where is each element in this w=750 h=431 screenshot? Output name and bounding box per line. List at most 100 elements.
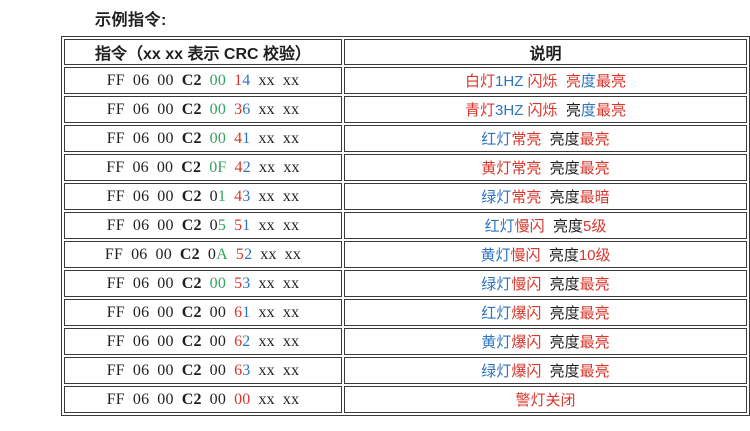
command-byte: C2 — [179, 245, 200, 263]
command-byte: 52 — [235, 245, 253, 263]
command-byte: 42 — [234, 158, 251, 176]
description-cell: 黄灯常亮 亮度最亮 — [344, 154, 747, 181]
table-header-row: 指令（xx xx 表示 CRC 校验） 说明 — [64, 39, 747, 65]
table-row: FF 06 00 C2 00 61 xx xx 红灯爆闪 亮度最亮 — [64, 299, 747, 326]
command-byte: FF — [106, 303, 125, 321]
command-byte: xx — [258, 361, 275, 379]
description-cell: 绿灯常亮 亮度最暗 — [344, 183, 747, 210]
command-byte: 00 — [209, 100, 227, 118]
command-byte: xx — [258, 303, 275, 321]
command-byte: xx — [283, 158, 300, 176]
command-byte: 06 — [132, 361, 150, 379]
command-byte: FF — [106, 390, 125, 408]
description-cell: 黄灯慢闪 亮度10级 — [344, 241, 747, 268]
command-byte: C2 — [181, 100, 202, 118]
table-row: FF 06 00 C2 01 43 xx xx 绿灯常亮 亮度最暗 — [64, 183, 747, 210]
command-byte: C2 — [181, 361, 202, 379]
command-byte: xx — [258, 71, 275, 89]
command-byte: xx — [258, 332, 275, 350]
table-row: FF 06 00 C2 00 53 xx xx 绿灯慢闪 亮度最亮 — [64, 270, 747, 297]
command-byte: xx — [282, 129, 300, 147]
command-byte: FF — [106, 332, 125, 350]
command-byte: xx — [258, 129, 275, 147]
command-cell: FF 06 00 C2 05 51 xx xx — [64, 212, 342, 239]
command-byte: FF — [104, 245, 124, 263]
command-byte: 06 — [132, 332, 150, 350]
command-byte: 06 — [132, 129, 150, 147]
command-byte: 06 — [132, 158, 149, 176]
command-byte: 36 — [234, 100, 251, 118]
command-byte: FF — [106, 274, 125, 292]
description-cell: 青灯3HZ 闪烁 亮度最亮 — [344, 96, 747, 123]
command-byte: FF — [106, 187, 125, 205]
command-byte: 00 — [209, 390, 227, 408]
command-byte: xx — [282, 216, 300, 234]
command-byte: 00 — [234, 390, 251, 408]
command-byte: xx — [282, 100, 300, 118]
command-byte: 0F — [209, 158, 227, 176]
description-cell: 黄灯爆闪 亮度最亮 — [344, 328, 747, 355]
command-byte: C2 — [181, 274, 202, 292]
command-cell: FF 06 00 C2 01 43 xx xx — [64, 183, 342, 210]
command-byte: C2 — [181, 71, 202, 89]
command-byte: 06 — [132, 187, 150, 205]
column-header-description: 说明 — [344, 39, 747, 65]
description-cell: 绿灯爆闪 亮度最亮 — [344, 357, 747, 384]
description-cell: 白灯1HZ 闪烁 亮度最亮 — [344, 67, 747, 94]
table-row: FF 06 00 C2 0F 42 xx xx 黄灯常亮 亮度最亮 — [64, 154, 747, 181]
command-byte: FF — [106, 100, 125, 118]
column-header-command: 指令（xx xx 表示 CRC 校验） — [64, 39, 342, 65]
command-byte: xx — [258, 274, 275, 292]
command-byte: FF — [106, 129, 125, 147]
command-cell: FF 06 00 C2 0F 42 xx xx — [64, 154, 342, 181]
description-cell: 红灯爆闪 亮度最亮 — [344, 299, 747, 326]
command-byte: FF — [106, 158, 125, 176]
command-byte: 41 — [234, 129, 251, 147]
command-byte: 00 — [209, 303, 227, 321]
command-byte: 61 — [234, 303, 251, 321]
command-byte: xx — [284, 245, 302, 263]
command-byte: 00 — [157, 71, 174, 89]
command-byte: FF — [106, 216, 125, 234]
command-byte: 00 — [157, 100, 174, 118]
command-byte: 00 — [157, 361, 174, 379]
command-byte: xx — [282, 274, 300, 292]
command-byte: 00 — [157, 390, 174, 408]
command-cell: FF 06 00 C2 00 00 xx xx — [64, 386, 342, 413]
table-row: FF 06 00 C2 0A 52 xx xx 黄灯慢闪 亮度10级 — [64, 241, 747, 268]
command-byte: xx — [258, 187, 275, 205]
command-byte: 06 — [132, 390, 150, 408]
command-byte: 00 — [209, 361, 227, 379]
description-cell: 绿灯慢闪 亮度最亮 — [344, 270, 747, 297]
command-byte: C2 — [181, 187, 202, 205]
command-cell: FF 06 00 C2 00 36 xx xx — [64, 96, 342, 123]
command-byte: FF — [106, 361, 125, 379]
command-byte: 14 — [234, 71, 251, 89]
command-cell: FF 06 00 C2 00 61 xx xx — [64, 299, 342, 326]
command-byte: xx — [282, 187, 300, 205]
command-byte: 06 — [132, 216, 150, 234]
command-cell: FF 06 00 C2 00 41 xx xx — [64, 125, 342, 152]
command-byte: 01 — [209, 187, 227, 205]
command-byte: xx — [282, 332, 300, 350]
command-byte: C2 — [181, 216, 202, 234]
command-byte: 06 — [132, 71, 150, 89]
command-byte: xx — [258, 390, 275, 408]
description-cell: 红灯常亮 亮度最亮 — [344, 125, 747, 152]
command-byte: 00 — [209, 274, 227, 292]
command-byte: 62 — [234, 332, 251, 350]
command-byte: 00 — [209, 129, 227, 147]
command-byte: C2 — [181, 158, 202, 176]
description-cell: 红灯慢闪 亮度5级 — [344, 212, 747, 239]
table-row: FF 06 00 C2 00 14 xx xx 白灯1HZ 闪烁 亮度最亮 — [64, 67, 747, 94]
command-byte: 06 — [132, 274, 150, 292]
command-byte: xx — [258, 100, 275, 118]
command-byte: xx — [282, 361, 300, 379]
command-byte: 00 — [157, 332, 174, 350]
command-byte: 06 — [131, 245, 148, 263]
command-byte: 00 — [155, 245, 172, 263]
command-byte: 00 — [209, 71, 227, 89]
command-byte: C2 — [181, 303, 202, 321]
command-cell: FF 06 00 C2 0A 52 xx xx — [64, 241, 342, 268]
command-byte: xx — [258, 216, 275, 234]
